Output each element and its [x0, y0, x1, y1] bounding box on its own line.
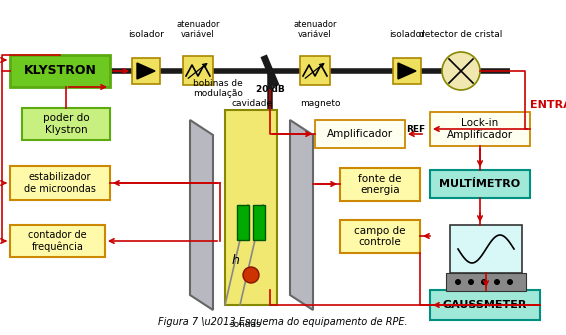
- Text: KLYSTRON: KLYSTRON: [24, 65, 96, 77]
- Text: Amplificador: Amplificador: [327, 129, 393, 139]
- FancyBboxPatch shape: [253, 205, 265, 240]
- Text: isolador: isolador: [128, 30, 164, 39]
- FancyBboxPatch shape: [340, 220, 420, 253]
- Text: GAUSSMETER: GAUSSMETER: [443, 300, 527, 310]
- Text: contador de
frequência: contador de frequência: [28, 230, 87, 252]
- Text: Figura 7 \u2013 Esquema do equipamento de RPE.: Figura 7 \u2013 Esquema do equipamento d…: [158, 317, 408, 327]
- FancyBboxPatch shape: [340, 168, 420, 201]
- Circle shape: [481, 279, 487, 285]
- FancyBboxPatch shape: [446, 273, 526, 291]
- Text: fonte de
energia: fonte de energia: [358, 174, 402, 195]
- FancyBboxPatch shape: [225, 110, 277, 305]
- Circle shape: [507, 279, 513, 285]
- Circle shape: [468, 279, 474, 285]
- Text: poder do
Klystron: poder do Klystron: [42, 113, 89, 135]
- FancyBboxPatch shape: [237, 205, 249, 240]
- Text: campo de
controle: campo de controle: [354, 226, 406, 247]
- Text: REF: REF: [406, 125, 425, 134]
- Text: ENTRADA: ENTRADA: [530, 100, 566, 110]
- Text: Lock-in
Amplificador: Lock-in Amplificador: [447, 118, 513, 140]
- FancyBboxPatch shape: [183, 56, 213, 85]
- FancyBboxPatch shape: [300, 56, 330, 85]
- Text: 20 dB: 20 dB: [256, 85, 284, 94]
- Circle shape: [243, 267, 259, 283]
- FancyBboxPatch shape: [315, 120, 405, 148]
- Text: bobinas de
modulação: bobinas de modulação: [193, 79, 243, 98]
- Text: atenuador
variável: atenuador variável: [176, 20, 220, 39]
- Text: MULTÍMETRO: MULTÍMETRO: [439, 179, 521, 189]
- FancyBboxPatch shape: [430, 112, 530, 146]
- FancyBboxPatch shape: [10, 55, 110, 87]
- Text: isolador: isolador: [389, 30, 425, 39]
- Text: cavidade: cavidade: [231, 99, 273, 108]
- Text: detector de cristal: detector de cristal: [419, 30, 503, 39]
- FancyBboxPatch shape: [430, 170, 530, 198]
- FancyBboxPatch shape: [10, 225, 105, 257]
- FancyBboxPatch shape: [132, 58, 160, 84]
- Text: h: h: [231, 254, 239, 267]
- FancyBboxPatch shape: [393, 58, 421, 84]
- FancyBboxPatch shape: [450, 225, 522, 273]
- Circle shape: [442, 52, 480, 90]
- Text: sondas: sondas: [229, 320, 261, 329]
- Polygon shape: [137, 63, 155, 79]
- Polygon shape: [290, 120, 313, 310]
- Text: atenuador
variável: atenuador variável: [293, 20, 337, 39]
- Text: magneto: magneto: [300, 99, 340, 108]
- Text: estabilizador
de microondas: estabilizador de microondas: [24, 172, 96, 194]
- FancyBboxPatch shape: [430, 290, 540, 320]
- Polygon shape: [190, 120, 213, 310]
- Polygon shape: [398, 63, 416, 79]
- Circle shape: [494, 279, 500, 285]
- FancyBboxPatch shape: [22, 108, 110, 140]
- Circle shape: [455, 279, 461, 285]
- FancyBboxPatch shape: [10, 166, 110, 200]
